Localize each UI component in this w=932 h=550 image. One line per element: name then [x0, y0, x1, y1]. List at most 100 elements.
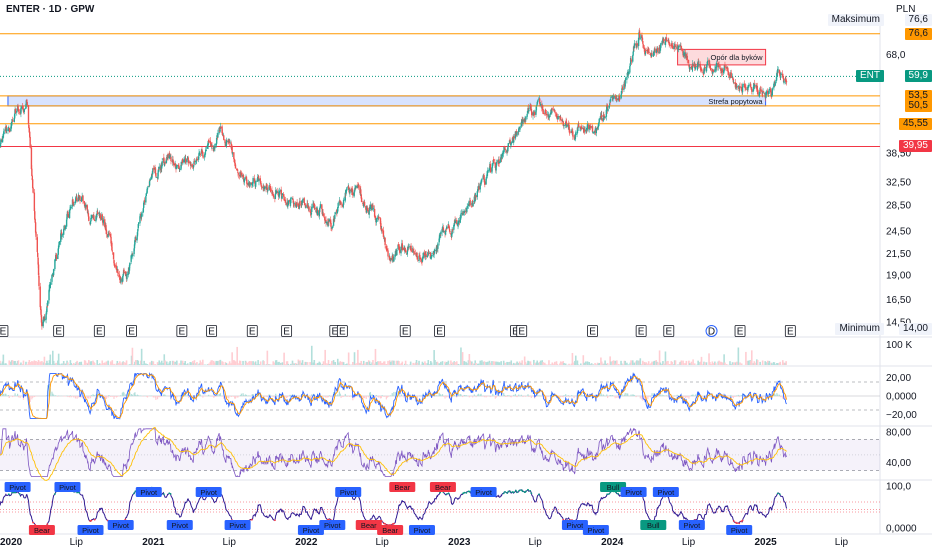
volume-bar-492 — [287, 363, 290, 365]
candle-body-151 — [87, 213, 90, 217]
x-tick-5: Lip — [375, 537, 389, 548]
volume-bar-694 — [406, 364, 409, 365]
pivot-label-box-9 — [297, 525, 324, 535]
pivot-high-dot-876 — [512, 491, 515, 494]
candle-body-562 — [328, 219, 331, 222]
volume-bar-1218 — [714, 361, 716, 365]
candle-body-210 — [122, 273, 124, 277]
volume-bar-178 — [103, 362, 106, 365]
candle-body-207 — [120, 278, 122, 283]
x-tick-3: Lip — [223, 537, 237, 548]
volume-bar-734 — [429, 361, 432, 365]
candle-body-857 — [501, 152, 504, 156]
candle-body-1059 — [620, 90, 623, 95]
candle-body-458 — [268, 186, 270, 190]
osc-hist-210 — [122, 391, 124, 396]
candle-body-119 — [69, 208, 71, 210]
candle-body-586 — [342, 199, 345, 205]
candle-body-897 — [525, 116, 527, 120]
candle-body-80 — [46, 306, 48, 312]
candle-body-341 — [199, 153, 201, 155]
candle-body-716 — [419, 255, 421, 257]
volume-bar-998 — [585, 361, 587, 365]
candle-body-517 — [302, 198, 304, 201]
candle-body-477 — [278, 190, 281, 196]
osc-hist-362 — [211, 396, 213, 397]
volume-bar-54 — [31, 361, 33, 365]
osc-hist-718 — [420, 396, 423, 397]
osc-hist-44 — [25, 396, 27, 397]
osc-hist-976 — [571, 395, 574, 396]
candle-body-362 — [211, 145, 213, 148]
osc-hist-666 — [389, 395, 392, 396]
candle-body-55 — [31, 177, 33, 181]
osc-hist-928 — [544, 396, 546, 399]
volume-bar-56 — [31, 361, 34, 365]
volume-bar-620 — [362, 360, 365, 365]
candle-body-682 — [399, 249, 401, 253]
volume-bar-1112 — [651, 361, 653, 365]
volume-bar-774 — [453, 361, 456, 365]
pivot-label-box-1 — [28, 525, 55, 535]
osc-hist-1154 — [676, 394, 678, 396]
volume-bar-184 — [107, 360, 109, 365]
candle-body-629 — [368, 210, 370, 215]
volume-bar-1310 — [767, 362, 770, 365]
candle-body-1079 — [632, 51, 634, 56]
candle-body-1127 — [660, 43, 662, 48]
candle-body-782 — [457, 220, 460, 225]
candle-body-741 — [433, 249, 436, 254]
volume-bar-626 — [366, 361, 368, 365]
volume-bar-318 — [186, 364, 188, 365]
candle-body-443 — [259, 178, 261, 181]
candle-body-1267 — [742, 84, 744, 88]
volume-bar-360 — [210, 360, 212, 365]
volume-bar-504 — [295, 363, 297, 365]
volume-bar-1074 — [629, 362, 632, 365]
volume-bar-276 — [160, 360, 163, 365]
candle-body-652 — [381, 229, 383, 232]
candle-body-770 — [451, 233, 453, 237]
candle-body-1257 — [736, 86, 738, 88]
candle-body-616 — [360, 194, 362, 199]
candle-body-916 — [536, 102, 538, 105]
candle-body-307 — [179, 169, 181, 171]
osc-hist-892 — [522, 396, 524, 398]
volume-bar-1006 — [589, 363, 591, 365]
pivot-low-dot-672 — [393, 522, 395, 525]
level-label-0: 76,6 — [904, 27, 932, 40]
osc-hist-278 — [162, 394, 165, 396]
osc-hist-618 — [362, 396, 364, 399]
pivot-high-dot-135 — [78, 491, 81, 494]
volume-bar-632 — [369, 363, 372, 365]
candle-body-1241 — [727, 68, 729, 72]
candle-body-605 — [354, 187, 356, 191]
osc-hist-720 — [421, 394, 423, 396]
volume-bar-458 — [268, 364, 270, 365]
candle-body-495 — [289, 202, 292, 205]
candle-body-1274 — [746, 89, 749, 91]
candle-body-178 — [104, 219, 106, 227]
candle-body-983 — [576, 131, 578, 135]
candle-body-512 — [299, 200, 301, 206]
minimum-label: Minimum — [835, 323, 884, 335]
osc-hist-14 — [7, 395, 9, 396]
osc-line — [0, 371, 787, 420]
osc-hist-954 — [559, 396, 561, 398]
osc-hist-496 — [290, 395, 292, 396]
volume-bar-128 — [74, 363, 77, 365]
osc-hist-680 — [398, 393, 400, 396]
volume-bar-812 — [475, 362, 477, 365]
volume-bar-146 — [84, 360, 87, 365]
osc-hist-530 — [310, 396, 312, 399]
volume-bar-982 — [574, 355, 577, 365]
volume-bar-344 — [201, 362, 203, 365]
volume-bar-1276 — [747, 360, 750, 365]
candle-body-1196 — [700, 68, 703, 71]
volume-bar-846 — [495, 361, 497, 365]
volume-bar-584 — [341, 361, 344, 365]
candle-body-368 — [215, 143, 217, 145]
candle-body-694 — [406, 251, 409, 255]
candle-body-1281 — [750, 88, 753, 90]
